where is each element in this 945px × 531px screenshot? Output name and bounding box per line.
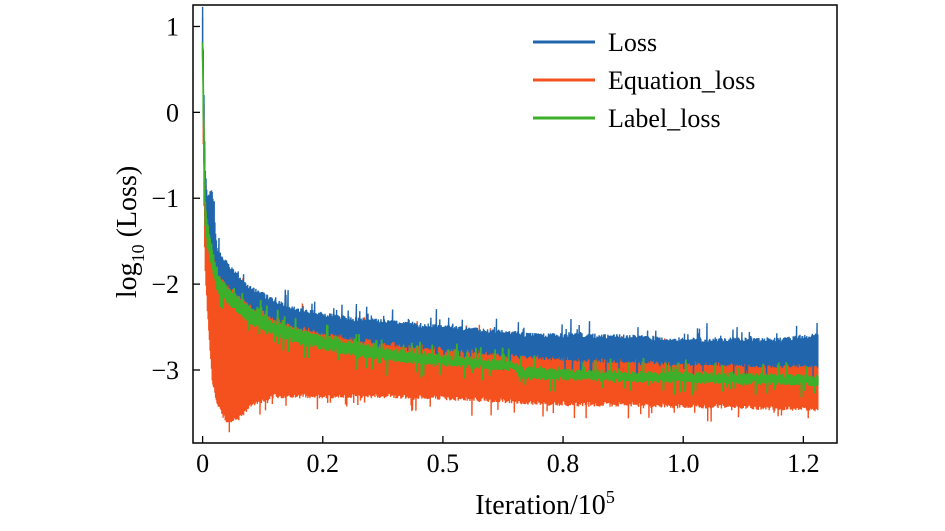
- x-axis-label: Iteration/105: [475, 487, 615, 521]
- x-tick-label: 0.8: [547, 449, 580, 478]
- x-tick-label: 0: [196, 449, 209, 478]
- legend: Loss Equation_loss Label_loss: [533, 28, 755, 133]
- y-tick-label: −2: [151, 270, 179, 299]
- series-label-loss: [201, 42, 819, 398]
- x-axis-label-exponent: 5: [606, 487, 615, 507]
- x-tick-label: 0.2: [307, 449, 340, 478]
- y-tick-label: −1: [151, 184, 179, 213]
- y-tick-label: 0: [166, 98, 179, 127]
- plot-frame: [192, 4, 838, 444]
- series-loss: [201, 6, 819, 381]
- x-tick-label: 1.0: [667, 449, 700, 478]
- y-axis: 1 0 −1 −2 −3: [151, 12, 200, 385]
- y-axis-label-subscript: 10: [128, 244, 148, 262]
- legend-label-label-loss: Label_loss: [608, 104, 721, 133]
- y-axis-label-suffix: (Loss): [112, 166, 143, 245]
- plot-area: [201, 6, 819, 433]
- x-tick-label: 1.2: [787, 449, 820, 478]
- y-tick-label: −3: [151, 356, 179, 385]
- legend-label-equation-loss: Equation_loss: [608, 66, 755, 95]
- x-tick-label: 0.5: [427, 449, 460, 478]
- legend-label-loss: Loss: [608, 28, 657, 57]
- y-axis-label: log10 (Loss): [112, 166, 148, 298]
- x-axis: 0 0.2 0.5 0.8 1.0 1.2: [196, 436, 820, 478]
- y-tick-label: 1: [166, 12, 179, 41]
